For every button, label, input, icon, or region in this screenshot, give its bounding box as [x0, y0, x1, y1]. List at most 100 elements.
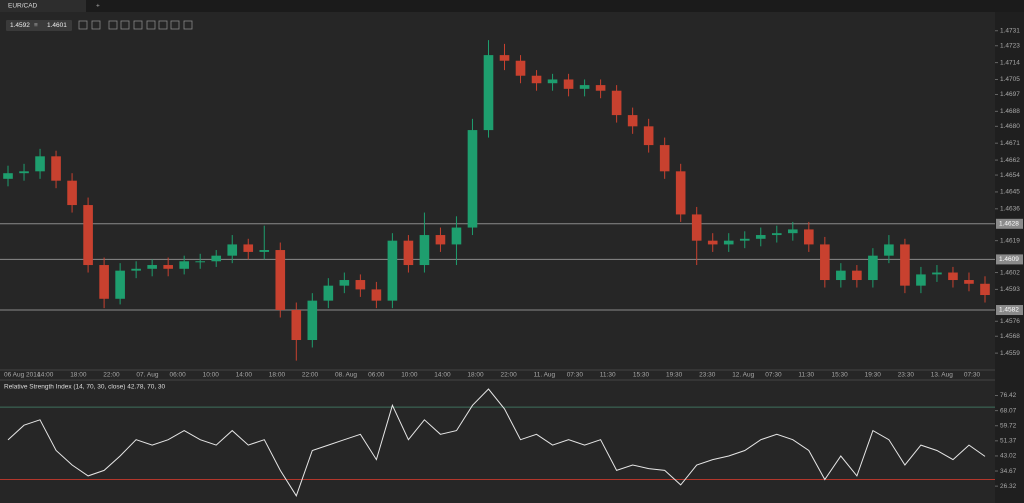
y-tick-label: 76.42: [1000, 392, 1017, 399]
candle-body: [707, 240, 718, 245]
save[interactable]: [158, 20, 168, 30]
settings[interactable]: [146, 20, 156, 30]
indicator-title: Relative Strength Index (14, 70, 30, clo…: [4, 384, 166, 391]
copy[interactable]: [170, 20, 180, 30]
y-tick-label: 1.4662: [1000, 157, 1020, 164]
candle-body: [948, 272, 958, 281]
candle-body: [627, 115, 638, 127]
tab[interactable]: [0, 0, 86, 12]
x-tick-label: 19:30: [865, 372, 882, 379]
candle-body: [980, 283, 990, 296]
drawing[interactable]: [133, 20, 143, 30]
candle-body: [259, 250, 270, 252]
candle-body: [820, 244, 830, 281]
candle-body: [547, 79, 558, 84]
candle-body: [307, 300, 318, 341]
candle-body: [691, 214, 702, 241]
candle-body: [291, 310, 302, 341]
candle-body: [755, 235, 766, 239]
y-tick-label: 1.4671: [1000, 140, 1020, 147]
tab-label[interactable]: EUR/CAD: [8, 3, 38, 10]
chart-type[interactable]: [108, 20, 118, 30]
candle-body: [163, 265, 173, 269]
x-tick-label: 18:00: [269, 372, 286, 379]
ask-price: 1.4601: [47, 22, 67, 29]
y-tick-label: 26.32: [1000, 483, 1017, 490]
y-tick-label: 1.4559: [1000, 350, 1020, 357]
candle-body: [195, 261, 206, 263]
candle-body: [932, 272, 942, 275]
candle-body: [852, 270, 862, 281]
y-tick-label: 1.4680: [1000, 123, 1020, 130]
level-label-box: [996, 218, 1023, 229]
candle-body: [499, 55, 510, 61]
candle-body: [451, 227, 462, 245]
separator: ≡: [34, 22, 38, 29]
x-tick-label: 22:00: [103, 372, 120, 379]
y-tick-label: 1.4619: [1000, 237, 1020, 244]
y-tick-label: 68.07: [1000, 407, 1017, 414]
x-tick-label: 07:30: [964, 372, 981, 379]
zoom-out[interactable]: [91, 20, 101, 30]
candle-body: [275, 250, 286, 311]
y-tick-label: 1.4731: [1000, 27, 1020, 34]
x-tick-label: 22:00: [302, 372, 319, 379]
x-tick-label: 12. Aug: [732, 372, 754, 379]
candle-body: [868, 255, 878, 281]
x-tick-label: 18:00: [70, 372, 87, 379]
candle-body: [419, 235, 430, 266]
price-panel: [0, 12, 995, 370]
candle-body: [35, 156, 45, 172]
candle-body: [387, 240, 398, 301]
x-tick-label: 11:30: [798, 372, 814, 379]
zoom-in[interactable]: [78, 20, 88, 30]
x-tick-label: 06:00: [170, 372, 187, 379]
candle-body: [99, 265, 109, 299]
level-label-box: [996, 305, 1023, 316]
y-tick-label: 59.72: [1000, 422, 1017, 429]
candle-body: [804, 229, 814, 245]
candle-body: [115, 270, 125, 299]
candle-body: [147, 265, 157, 269]
add-tab[interactable]: +: [96, 3, 100, 10]
level-label: 1.4609: [999, 256, 1019, 263]
draw-tool[interactable]: [183, 20, 193, 30]
x-tick-label: 10:00: [203, 372, 220, 379]
candle-body: [19, 171, 29, 174]
candle-body: [675, 171, 686, 215]
x-tick-label: 19:30: [666, 372, 683, 379]
x-tick-label: 14:00: [37, 372, 54, 379]
candle-body: [787, 229, 798, 234]
x-tick-label: 23:30: [898, 372, 915, 379]
candle-body: [3, 173, 13, 179]
candle-body: [723, 240, 734, 245]
y-tick-label: 1.4645: [1000, 189, 1020, 196]
x-tick-label: 10:00: [401, 372, 418, 379]
y-tick-label: 1.4593: [1000, 286, 1020, 293]
y-tick-label: 51.37: [1000, 438, 1017, 445]
y-tick-label: 1.4602: [1000, 269, 1020, 276]
candle-body: [227, 244, 238, 256]
candle-body: [515, 60, 526, 76]
candle-body: [563, 79, 574, 89]
candle-body: [916, 274, 926, 286]
candle-body: [611, 90, 622, 116]
x-tick-label: 18:00: [467, 372, 484, 379]
x-tick-label: 11:30: [600, 372, 616, 379]
bid-price: 1.4592: [10, 22, 30, 29]
x-tick-label: 07:30: [765, 372, 782, 379]
candle-body: [884, 244, 894, 256]
candle-body: [531, 75, 542, 84]
x-tick-label: 07:30: [567, 372, 584, 379]
x-tick-label: 23:30: [699, 372, 716, 379]
candle-body: [836, 270, 846, 281]
y-tick-label: 1.4576: [1000, 318, 1020, 325]
indicators[interactable]: [120, 20, 130, 30]
candle-body: [355, 280, 366, 290]
candle-body: [339, 280, 350, 286]
candle-body: [403, 240, 414, 266]
candle-body: [435, 235, 446, 245]
level-label-box: [996, 254, 1023, 265]
